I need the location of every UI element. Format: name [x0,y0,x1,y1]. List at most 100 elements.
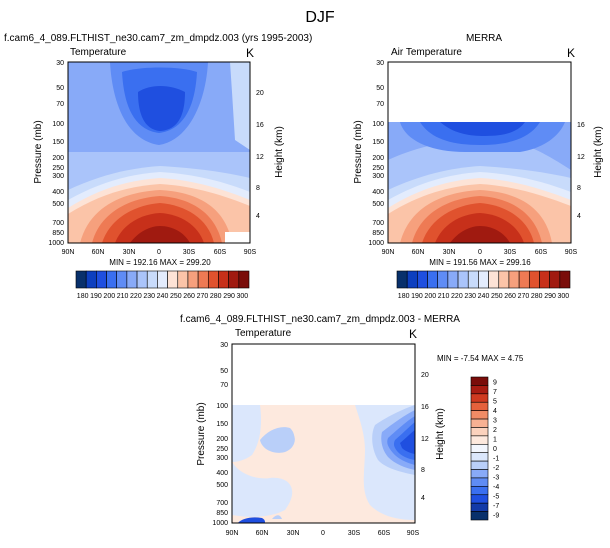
colorbar-label: 290 [544,293,556,300]
panel-model: f.cam6_4_089.FLTHIST_ne30.cam7_zm_dmpdz.… [4,33,312,267]
colorbar-label: 250 [170,293,182,300]
colorbar-swatch [136,270,148,289]
colorbar-swatch [470,385,489,395]
tick-label: 250 [52,165,64,172]
tick-label: 4 [577,213,581,220]
tick-label: 30S [348,530,361,537]
panel-merra-ylabel: Pressure (mb) [353,120,364,183]
figure-title: DJF [305,9,335,26]
tick-label: 20 [421,372,429,379]
colorbar-swatch [470,502,489,512]
colorbar-swatch [157,270,168,289]
panel-model-x-ticks: 90N 60N 30N 0 30S 60S 90S [62,249,257,256]
colorbar-label: 270 [197,293,209,300]
tick-label: 90S [565,249,578,256]
colorbar-swatch [470,435,489,445]
tick-label: 1000 [48,240,64,247]
colorbar-swatch [470,511,489,521]
colorbar-swatch [470,393,489,403]
colorbar-label: -3 [493,475,499,482]
colorbar-swatch [470,443,489,454]
panel-model-field [68,62,250,243]
tick-label: 150 [52,139,64,146]
panel-model-left-label: Temperature [70,47,127,58]
colorbar-swatch [470,477,489,487]
tick-label: 700 [216,500,228,507]
panel-model-height-ticks: 20 16 12 8 4 [256,90,264,220]
tick-label: 50 [376,85,384,92]
tick-label: 850 [52,230,64,237]
colorbar-swatch [539,270,550,289]
colorbar-swatch [488,270,500,289]
colorbar-swatch [218,270,229,289]
panel-model-ylabel: Pressure (mb) [33,120,44,183]
colorbar-label: 180 [77,293,89,300]
colorbar-label: -2 [493,465,499,472]
panel-diff-ylabel: Pressure (mb) [196,402,207,465]
panel-diff: f.cam6_4_089.FLTHIST_ne30.cam7_zm_dmpdz.… [180,314,524,537]
colorbar-label: 280 [531,293,543,300]
tick-label: 30 [376,60,384,67]
colorbar-swatch [447,270,459,289]
colorbar-label: 300 [558,293,570,300]
colorbar-swatch [167,270,179,289]
colorbar-label: 200 [424,293,436,300]
tick-label: 60N [92,249,105,256]
tick-label: 500 [216,482,228,489]
panel-model-title: f.cam6_4_089.FLTHIST_ne30.cam7_zm_dmpdz.… [4,33,312,44]
colorbar-swatch [75,270,87,289]
colorbar-swatch [470,376,489,386]
colorbar-label: 220 [451,293,463,300]
tick-label: 850 [372,230,384,237]
colorbar-swatch [470,401,489,411]
panel-diff-pressure-ticks: 30 50 70 100 150 200 250 300 400 500 700… [212,342,228,527]
panel-merra-title: MERRA [466,33,502,44]
tick-label: 12 [421,436,429,443]
panel-merra: MERRA Air Temperature K [353,33,604,267]
panel-merra-y2label: Height (km) [593,126,604,178]
tick-label: 90N [382,249,395,256]
colorbar-swatch [437,270,449,289]
panel-diff-height-ticks: 20 16 12 8 4 [421,372,429,502]
tick-label: 500 [52,201,64,208]
tick-label: 30 [220,342,228,349]
colorbar-label: 220 [130,293,142,300]
panel-model-stats: MIN = 192.16 MAX = 299.20 [109,258,211,267]
panel-merra-left-label: Air Temperature [391,47,462,58]
tick-label: 850 [216,510,228,517]
colorbar-label: 280 [210,293,222,300]
tick-label: 70 [220,382,228,389]
colorbar-label: 290 [223,293,235,300]
tick-label: 1000 [368,240,384,247]
tick-label: 100 [372,121,384,128]
colorbar-swatch [146,270,158,289]
tick-label: 200 [372,155,384,162]
panel-diff-stats: MIN = -7.54 MAX = 4.75 [437,354,524,363]
tick-label: 4 [256,213,260,220]
tick-label: 8 [256,185,260,192]
colorbar-label: 0 [493,446,497,453]
colorbar-label: 2 [493,427,497,434]
tick-label: 100 [216,403,228,410]
panel-model-y2label: Height (km) [274,126,285,178]
tick-label: 90S [407,530,420,537]
colorbar-swatch [559,270,571,289]
tick-label: 300 [52,173,64,180]
tick-label: 400 [52,189,64,196]
panel-diff-y2label: Height (km) [435,408,446,460]
tick-label: 8 [577,185,581,192]
colorbar-label: -4 [493,484,499,491]
tick-label: 0 [321,530,325,537]
colorbar-label: 230 [143,293,155,300]
colorbar-swatch [470,469,489,479]
panel-model-pressure-ticks: 30 50 70 100 150 200 250 300 400 500 700… [48,60,64,247]
colorbar-label: -1 [493,456,499,463]
colorbar-label: 210 [438,293,450,300]
colorbar-swatch [238,270,250,289]
colorbar-swatch [470,494,489,504]
colorbar-swatch [126,270,138,289]
colorbar-swatch [470,486,489,496]
tick-label: 60N [412,249,425,256]
